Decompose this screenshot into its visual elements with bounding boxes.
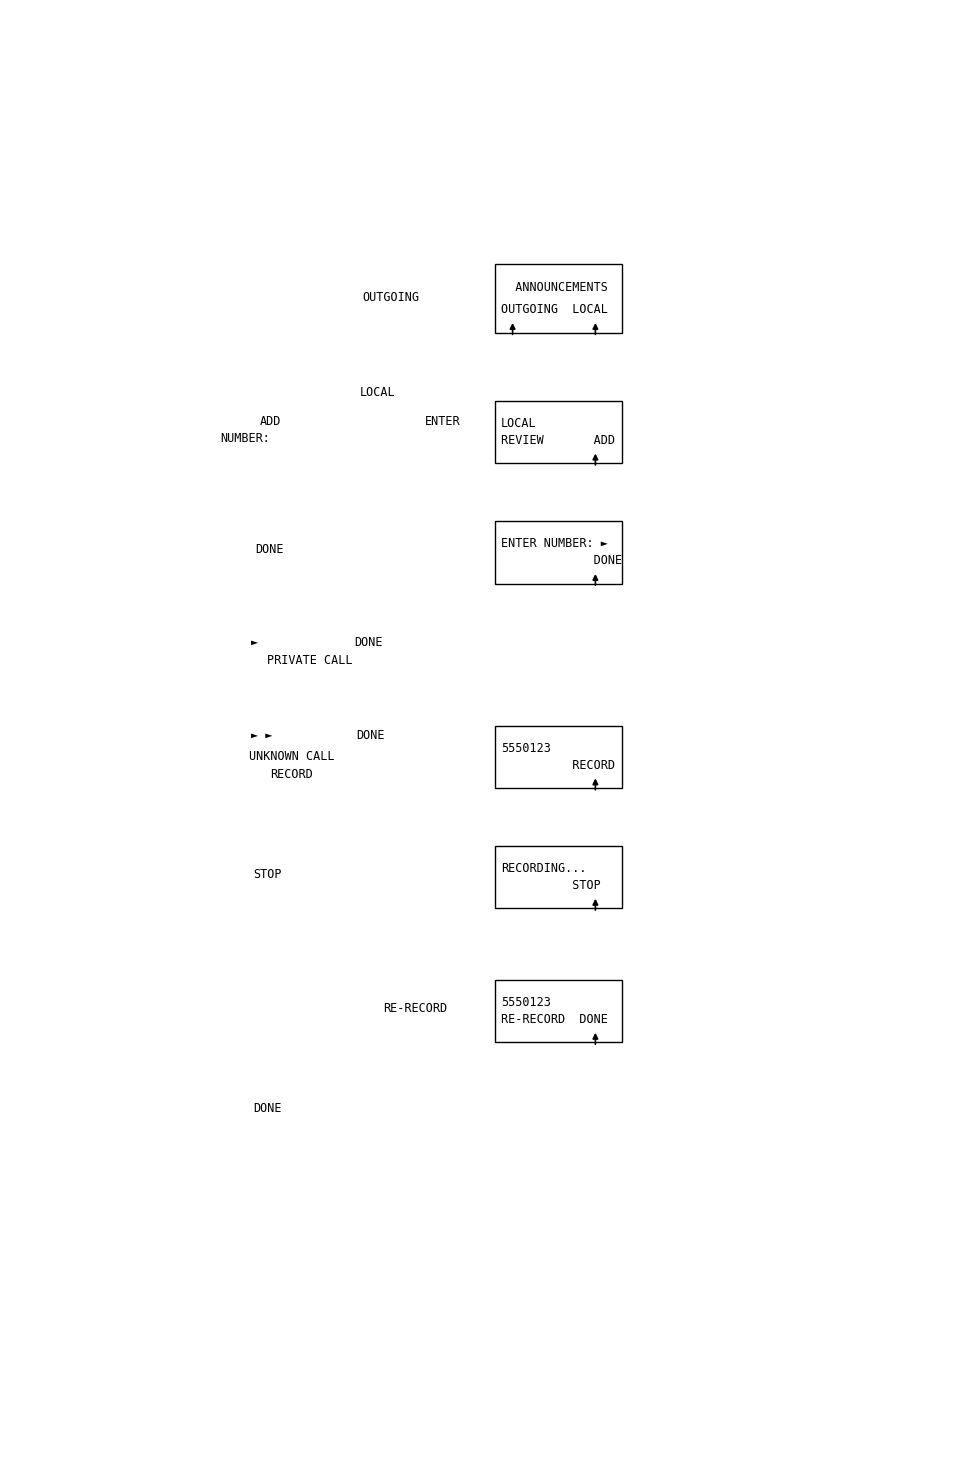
Text: RECORDING...: RECORDING...	[500, 863, 586, 875]
Text: ANNOUNCEMENTS: ANNOUNCEMENTS	[500, 280, 607, 294]
Text: 5550123: 5550123	[500, 742, 550, 755]
Bar	[495, 521, 621, 584]
Text: STOP: STOP	[253, 867, 281, 881]
Text: OUTGOING  LOCAL: OUTGOING LOCAL	[500, 304, 607, 316]
Text: LOCAL: LOCAL	[360, 386, 395, 400]
Text: ►: ►	[251, 636, 258, 649]
Bar	[495, 979, 621, 1043]
Text: RE-RECORD: RE-RECORD	[382, 1002, 447, 1015]
Text: ► ►: ► ►	[251, 729, 272, 742]
Bar	[495, 847, 621, 909]
Text: DONE: DONE	[253, 1102, 281, 1115]
Text: REVIEW       ADD: REVIEW ADD	[500, 434, 614, 447]
Text: DONE: DONE	[356, 729, 384, 742]
Text: STOP: STOP	[500, 879, 599, 892]
Text: LOCAL: LOCAL	[500, 417, 536, 429]
Text: DONE: DONE	[254, 543, 283, 556]
Text: ADD: ADD	[260, 414, 281, 428]
Text: NUMBER:: NUMBER:	[220, 432, 270, 445]
Text: ENTER: ENTER	[424, 414, 459, 428]
Bar	[495, 264, 621, 332]
Text: UNKNOWN CALL: UNKNOWN CALL	[249, 749, 334, 763]
Text: DONE: DONE	[354, 636, 382, 649]
Text: ENTER NUMBER: ►: ENTER NUMBER: ►	[500, 537, 607, 550]
Text: PRIVATE CALL: PRIVATE CALL	[267, 655, 353, 667]
Text: RE-RECORD  DONE: RE-RECORD DONE	[500, 1013, 607, 1027]
Text: 5550123: 5550123	[500, 996, 550, 1009]
Text: RECORD: RECORD	[500, 758, 614, 771]
Bar	[495, 726, 621, 788]
Text: OUTGOING: OUTGOING	[362, 291, 419, 304]
Text: DONE: DONE	[500, 555, 621, 568]
Bar	[495, 401, 621, 463]
Text: RECORD: RECORD	[270, 768, 313, 780]
